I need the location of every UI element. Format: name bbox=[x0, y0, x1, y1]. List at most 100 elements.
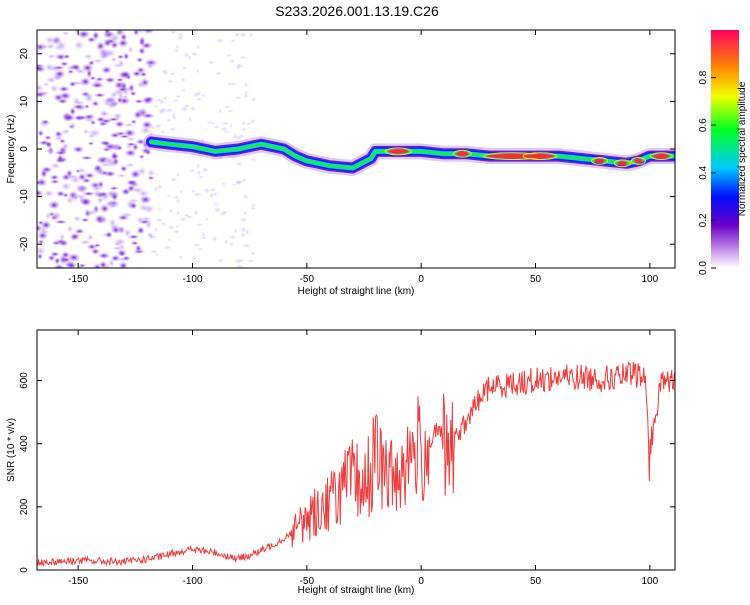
noise-speckle bbox=[216, 257, 225, 264]
colorbar-tick-label: 0.2 bbox=[698, 213, 709, 227]
noise-speckle bbox=[223, 238, 229, 246]
noise-speckle bbox=[104, 142, 117, 151]
noise-speckle bbox=[56, 154, 64, 163]
noise-speckle bbox=[138, 154, 145, 160]
noise-speckle bbox=[117, 38, 129, 48]
noise-speckle bbox=[181, 88, 187, 93]
snr-y-tick-label: 600 bbox=[19, 372, 30, 389]
colorbar-tick-label: 0.8 bbox=[698, 70, 709, 84]
noise-speckle bbox=[98, 111, 111, 117]
snr-y-tick-label: 400 bbox=[19, 435, 30, 452]
noise-speckle bbox=[159, 221, 168, 227]
noise-speckle bbox=[249, 206, 257, 211]
noise-speckle bbox=[168, 71, 177, 76]
noise-speckle bbox=[37, 83, 45, 93]
noise-speckle bbox=[56, 98, 69, 105]
noise-speckle bbox=[214, 70, 223, 77]
noise-speckle bbox=[52, 263, 66, 268]
noise-speckle bbox=[98, 260, 108, 268]
noise-speckle bbox=[212, 202, 220, 206]
noise-speckle bbox=[52, 211, 59, 220]
noise-speckle bbox=[142, 30, 155, 35]
noise-speckle bbox=[172, 194, 181, 200]
noise-speckle bbox=[43, 135, 53, 140]
noise-speckle bbox=[238, 216, 249, 223]
noise-speckle bbox=[192, 243, 201, 247]
noise-speckle bbox=[208, 192, 215, 199]
noise-speckle bbox=[179, 189, 184, 195]
noise-speckle bbox=[37, 239, 45, 245]
spectral-track bbox=[143, 133, 675, 176]
noise-speckle bbox=[103, 76, 117, 84]
noise-speckle bbox=[174, 45, 181, 49]
noise-speckle bbox=[243, 90, 249, 95]
snr-x-tick-label: -150 bbox=[68, 576, 88, 587]
track-warm-ring bbox=[522, 152, 558, 161]
noise-speckle bbox=[37, 180, 42, 185]
noise-speckle bbox=[96, 196, 104, 204]
noise-speckle bbox=[40, 119, 51, 125]
noise-speckle bbox=[169, 30, 177, 35]
noise-speckle bbox=[181, 65, 188, 71]
colorbar-ticks: 0.0 0.2 0.4 0.6 0.8 bbox=[698, 70, 716, 275]
noise-speckle bbox=[169, 177, 179, 183]
track-hot-core bbox=[653, 153, 670, 159]
noise-speckle bbox=[108, 33, 122, 43]
noise-speckle bbox=[119, 165, 128, 173]
noise-speckle bbox=[113, 80, 125, 90]
noise-speckle bbox=[249, 251, 256, 256]
noise-speckle bbox=[83, 94, 94, 103]
noise-speckle bbox=[199, 236, 208, 240]
noise-speckle bbox=[49, 84, 60, 93]
noise-speckle bbox=[61, 128, 71, 135]
noise-speckle bbox=[53, 69, 67, 79]
noise-speckle bbox=[44, 35, 56, 45]
noise-speckle bbox=[175, 172, 181, 178]
spectrogram-y-tick-label: 0 bbox=[19, 146, 30, 152]
noise-speckle bbox=[138, 36, 146, 45]
noise-speckle bbox=[166, 224, 176, 231]
noise-speckle bbox=[238, 55, 248, 60]
noise-speckle bbox=[90, 82, 105, 89]
noise-speckle bbox=[116, 54, 125, 60]
noise-speckle bbox=[82, 114, 96, 120]
noise-speckle bbox=[113, 237, 127, 247]
noise-speckle bbox=[175, 223, 180, 230]
noise-speckle bbox=[195, 222, 204, 227]
track-hot-core bbox=[634, 158, 643, 164]
noise-speckle bbox=[129, 90, 137, 97]
noise-speckle bbox=[155, 184, 164, 190]
noise-speckle bbox=[127, 45, 134, 54]
noise-speckle bbox=[189, 168, 196, 174]
noise-speckle bbox=[82, 53, 94, 60]
noise-speckle bbox=[53, 256, 61, 265]
noise-speckle bbox=[121, 255, 131, 262]
noise-speckle bbox=[153, 226, 158, 233]
noise-speckle bbox=[187, 117, 193, 123]
noise-speckle bbox=[195, 97, 204, 102]
noise-speckle bbox=[72, 145, 85, 154]
noise-speckle bbox=[72, 64, 80, 71]
track-hot-core bbox=[388, 149, 409, 154]
noise-speckle bbox=[53, 219, 68, 225]
noise-speckle bbox=[242, 193, 250, 200]
noise-speckle bbox=[37, 91, 47, 98]
noise-speckle bbox=[77, 167, 86, 174]
snr-x-tick-label: -50 bbox=[300, 576, 315, 587]
snr-y-tick-label: 200 bbox=[19, 498, 30, 515]
noise-speckle bbox=[247, 32, 254, 37]
snr-x-label: Height of straight line (km) bbox=[298, 585, 415, 596]
noise-speckle bbox=[135, 216, 145, 224]
noise-speckle bbox=[86, 233, 95, 242]
track-warm-ring bbox=[384, 147, 412, 156]
noise-speckle bbox=[226, 82, 233, 86]
snr-x-ticks: -150 -100 -50 0 50 100 bbox=[68, 330, 659, 587]
noise-speckle bbox=[53, 35, 61, 46]
noise-speckle bbox=[135, 30, 146, 34]
noise-speckle bbox=[195, 68, 200, 75]
noise-speckle bbox=[240, 120, 246, 127]
noise-speckle bbox=[37, 129, 45, 137]
noise-speckle bbox=[174, 198, 182, 204]
noise-speckle bbox=[49, 174, 60, 181]
noise-speckle bbox=[180, 76, 186, 84]
